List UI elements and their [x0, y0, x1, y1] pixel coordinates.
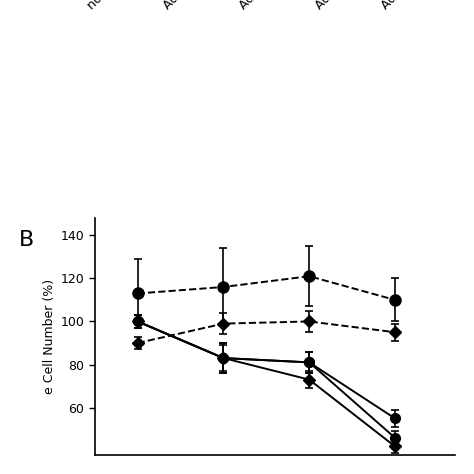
Text: Ad-Bcl2 moi 10: Ad-Bcl2 moi 10: [379, 0, 455, 13]
Text: B: B: [19, 230, 34, 250]
Text: no virus: no virus: [85, 0, 130, 13]
Text: Ad-VC moi 10: Ad-VC moi 10: [237, 0, 306, 13]
Text: Ad-VC moi 5: Ad-VC moi 5: [161, 0, 225, 13]
Y-axis label: e Cell Number (%): e Cell Number (%): [43, 279, 56, 394]
Text: Ad-Bcl2 moi 5: Ad-Bcl2 moi 5: [313, 0, 383, 13]
